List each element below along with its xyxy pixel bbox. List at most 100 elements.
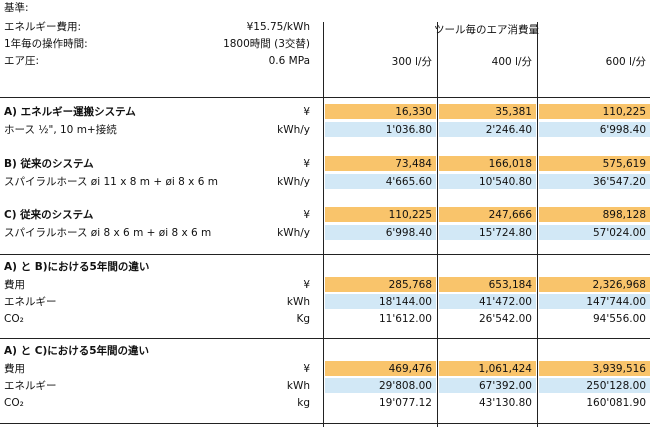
cell-bg <box>539 174 650 189</box>
column-divider <box>437 22 438 427</box>
cell-bg <box>439 207 536 222</box>
param-value: 0.6 MPa <box>268 55 310 67</box>
row-label: 費用 <box>4 363 25 375</box>
column-header: 400 l/分 <box>491 56 532 68</box>
cell-bg <box>539 207 650 222</box>
row-label: スパイラルホース øi 11 x 8 m + øi 8 x 6 m <box>4 176 218 188</box>
cell-value: 16,330 <box>395 106 432 118</box>
cell-value: 1'036.80 <box>385 124 432 136</box>
row-unit: ¥ <box>303 158 310 170</box>
cell-bg <box>325 378 436 393</box>
column-header: 300 l/分 <box>391 56 432 68</box>
cell-value: 18'144.00 <box>379 296 432 308</box>
row-unit: kWh/y <box>277 176 310 188</box>
row-label: A) エネルギー運搬システム <box>4 106 136 118</box>
cell-value: 94'556.00 <box>593 313 646 325</box>
row-divider <box>0 423 650 424</box>
cell-value: 73,484 <box>395 158 432 170</box>
param-value: ¥15.75/kWh <box>246 21 310 33</box>
row-divider <box>0 254 650 255</box>
param-label: エネルギー費用: <box>4 21 82 33</box>
row-unit: ¥ <box>303 106 310 118</box>
cell-bg <box>325 294 436 309</box>
cell-bg <box>539 156 650 171</box>
cell-value: 26'542.00 <box>479 313 532 325</box>
cell-bg <box>539 225 650 240</box>
cell-bg <box>539 378 650 393</box>
cell-bg <box>539 361 650 376</box>
cell-bg <box>439 361 536 376</box>
cell-value: 36'547.20 <box>593 176 646 188</box>
row-unit: ¥ <box>303 363 310 375</box>
cell-value: 57'024.00 <box>593 227 646 239</box>
cell-bg <box>539 294 650 309</box>
header-title: 基準: <box>4 2 29 14</box>
column-divider <box>537 22 538 427</box>
row-unit: Kg <box>296 313 310 325</box>
cell-value: 6'998.40 <box>599 124 646 136</box>
cell-value: 166,018 <box>488 158 532 170</box>
cell-value: 110,225 <box>602 106 646 118</box>
cell-value: 11'612.00 <box>379 313 432 325</box>
row-unit: kWh <box>286 296 310 308</box>
cell-value: 43'130.80 <box>479 397 532 409</box>
row-divider <box>0 97 650 98</box>
cell-value: 110,225 <box>388 209 432 221</box>
row-label: エネルギー <box>4 296 57 308</box>
section-title: A) と B)における5年間の違い <box>4 261 150 273</box>
cell-value: 10'540.80 <box>479 176 532 188</box>
param-label: 1年毎の操作時間: <box>4 38 88 50</box>
cell-value: 160'081.90 <box>586 397 646 409</box>
row-label: C) 従来のシステム <box>4 209 94 221</box>
cell-bg <box>325 156 436 171</box>
cell-value: 6'998.40 <box>385 227 432 239</box>
row-unit: kg <box>297 397 310 409</box>
cell-bg <box>325 207 436 222</box>
cell-value: 2'246.40 <box>485 124 532 136</box>
row-label: ホース ½", 10 m+接続 <box>4 124 117 136</box>
row-label: CO₂ <box>4 397 24 409</box>
cell-value: 247,666 <box>488 209 532 221</box>
cell-value: 41'472.00 <box>479 296 532 308</box>
cell-value: 147'744.00 <box>586 296 646 308</box>
param-label: エア圧: <box>4 55 40 67</box>
row-divider <box>0 338 650 339</box>
cell-bg <box>439 294 536 309</box>
cell-bg <box>539 104 650 119</box>
consumption-title: ツール毎のエア消費量 <box>434 24 539 36</box>
cell-value: 19'077.12 <box>379 397 432 409</box>
cell-value: 15'724.80 <box>479 227 532 239</box>
row-label: CO₂ <box>4 313 24 325</box>
cell-bg <box>325 174 436 189</box>
param-value: 1800時間 (3交替) <box>223 38 310 50</box>
row-unit: kWh/y <box>277 124 310 136</box>
cell-value: 2,326,968 <box>592 279 646 291</box>
cell-bg <box>539 122 650 137</box>
row-unit: kWh/y <box>277 227 310 239</box>
cell-bg <box>439 378 536 393</box>
cell-value: 250'128.00 <box>586 380 646 392</box>
cell-value: 469,476 <box>388 363 432 375</box>
row-label: エネルギー <box>4 380 57 392</box>
cell-value: 285,768 <box>388 279 432 291</box>
cell-bg <box>325 104 436 119</box>
cell-value: 4'665.60 <box>385 176 432 188</box>
cell-value: 1,061,424 <box>478 363 532 375</box>
cell-value: 653,184 <box>488 279 532 291</box>
cell-bg <box>325 122 436 137</box>
cell-bg <box>325 277 436 292</box>
cell-bg <box>325 361 436 376</box>
cell-bg <box>439 104 536 119</box>
cell-value: 898,128 <box>602 209 646 221</box>
cell-bg <box>325 225 436 240</box>
cell-value: 35,381 <box>495 106 532 118</box>
cell-bg <box>439 174 536 189</box>
row-unit: ¥ <box>303 279 310 291</box>
cell-bg <box>439 277 536 292</box>
row-label: スパイラルホース øi 8 x 6 m + øi 8 x 6 m <box>4 227 212 239</box>
cell-value: 575,619 <box>602 158 646 170</box>
cell-value: 67'392.00 <box>479 380 532 392</box>
row-label: 費用 <box>4 279 25 291</box>
cell-bg <box>439 156 536 171</box>
